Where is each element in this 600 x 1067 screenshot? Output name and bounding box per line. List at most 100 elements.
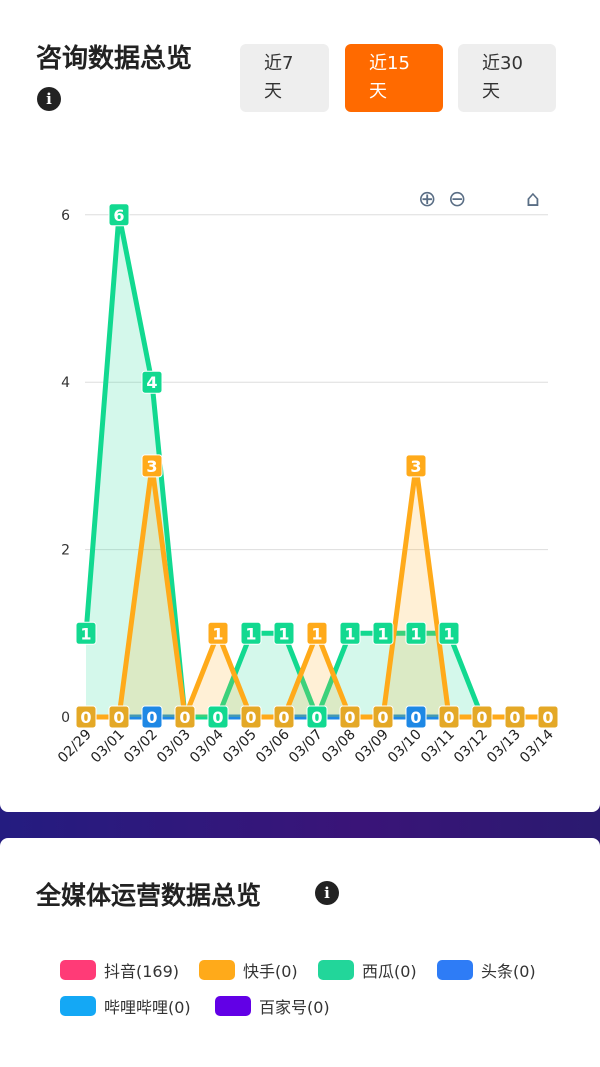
y-tick-label: 4 <box>61 375 70 391</box>
data-label-text: 0 <box>212 708 223 727</box>
x-tick-label: 03/01 <box>88 727 128 767</box>
data-label-text: 0 <box>278 708 289 727</box>
x-tick-label: 03/02 <box>121 727 161 767</box>
legend-swatch <box>60 960 96 980</box>
home-icon[interactable]: ⌂ <box>526 187 540 212</box>
data-label-text: 1 <box>278 624 289 643</box>
data-label <box>141 705 163 729</box>
range-15-button[interactable]: 近15 天 <box>345 44 443 112</box>
legend-label: 快手(0) <box>243 962 298 981</box>
data-label <box>372 705 394 729</box>
data-label-text: 0 <box>542 708 553 727</box>
data-label <box>75 705 97 729</box>
data-label <box>306 621 328 645</box>
legend-swatch <box>318 960 354 980</box>
y-tick-label: 0 <box>61 710 70 726</box>
data-label-text: 1 <box>377 624 388 643</box>
data-label <box>471 705 493 729</box>
legend-item[interactable]: 抖音(169) <box>60 958 179 982</box>
data-label-text: 1 <box>311 624 322 643</box>
data-label <box>306 705 328 729</box>
x-tick-label: 03/05 <box>220 727 260 767</box>
range-7-button[interactable]: 近7 天 <box>240 44 329 112</box>
x-tick-label: 03/13 <box>484 727 524 767</box>
data-label-text: 1 <box>410 624 421 643</box>
legend-label: 西瓜(0) <box>362 962 417 981</box>
data-label <box>504 705 526 729</box>
series-area <box>86 465 548 717</box>
y-tick-label: 2 <box>61 543 70 559</box>
data-label <box>141 454 163 478</box>
data-label <box>438 621 460 645</box>
legend-label: 抖音(169) <box>104 962 180 981</box>
data-label <box>207 705 229 729</box>
legend-swatch <box>437 960 473 980</box>
legend-label: 头条(0) <box>481 962 536 981</box>
data-label-text: 3 <box>410 457 421 476</box>
data-label-text: 6 <box>113 206 124 225</box>
zoom-in-icon[interactable]: ⊕ <box>418 187 437 212</box>
x-tick-label: 03/10 <box>385 727 425 767</box>
x-tick-label: 03/03 <box>154 727 194 767</box>
info-icon[interactable]: i <box>315 881 339 905</box>
data-label <box>405 705 427 729</box>
data-label <box>240 705 262 729</box>
data-label-text: 1 <box>212 624 223 643</box>
legend-swatch <box>60 996 96 1016</box>
data-label-text: 4 <box>146 373 157 392</box>
legend-item[interactable]: 哔哩哔哩(0) <box>60 994 191 1018</box>
data-label-text: 0 <box>377 708 388 727</box>
x-tick-label: 03/11 <box>418 727 458 767</box>
legend-item[interactable]: 头条(0) <box>437 958 536 982</box>
data-label-text: 1 <box>443 624 454 643</box>
data-label <box>405 454 427 478</box>
data-label <box>339 705 361 729</box>
legend-label: 哔哩哔哩(0) <box>104 998 191 1017</box>
data-label-text: 0 <box>146 708 157 727</box>
data-label-text: 0 <box>509 708 520 727</box>
data-label <box>405 621 427 645</box>
legend-label: 百家号(0) <box>259 998 330 1017</box>
range-30-button[interactable]: 近30 天 <box>458 44 556 112</box>
data-label-text: 0 <box>80 708 91 727</box>
legend-item[interactable]: 西瓜(0) <box>318 958 417 982</box>
info-icon[interactable]: i <box>37 87 61 111</box>
x-tick-label: 03/07 <box>286 727 326 767</box>
x-tick-label: 03/09 <box>352 727 392 767</box>
data-label-text: 0 <box>245 708 256 727</box>
data-label-text: 0 <box>443 708 454 727</box>
legend-swatch <box>199 960 235 980</box>
data-label-text: 0 <box>113 708 124 727</box>
x-tick-label: 03/12 <box>451 727 491 767</box>
data-label <box>141 370 163 394</box>
data-label <box>108 705 130 729</box>
data-label <box>537 705 559 729</box>
zoom-out-icon[interactable]: ⊖ <box>448 187 467 212</box>
y-tick-label: 6 <box>61 208 70 224</box>
data-label-text: 1 <box>344 624 355 643</box>
data-label-text: 3 <box>146 457 157 476</box>
legend-item[interactable]: 快手(0) <box>199 958 298 982</box>
data-label <box>438 705 460 729</box>
legend-item[interactable]: 百家号(0) <box>215 994 330 1018</box>
data-label <box>372 621 394 645</box>
data-label <box>339 621 361 645</box>
data-label-text: 0 <box>476 708 487 727</box>
data-label-text: 0 <box>179 708 190 727</box>
data-label-text: 0 <box>311 708 322 727</box>
x-tick-label: 02/29 <box>55 727 95 767</box>
x-tick-label: 03/06 <box>253 726 293 766</box>
data-label <box>273 705 295 729</box>
data-label <box>240 621 262 645</box>
data-label-text: 1 <box>80 624 91 643</box>
x-tick-label: 03/14 <box>517 726 557 766</box>
x-tick-label: 03/04 <box>187 726 227 766</box>
media-title: 全媒体运营数据总览 <box>36 881 262 910</box>
consult-card: 咨询数据总览 i 近7 天 近15 天 近30 天 ⊕ ⊖ ⌂ 0 2 4 6 1 6 4 1… <box>0 0 600 812</box>
data-label-text: 0 <box>344 708 355 727</box>
data-label <box>207 621 229 645</box>
media-card: 全媒体运营数据总览 i 抖音(169) 快手(0) 西瓜(0) 头条(0) 哔哩哔哩(0… <box>0 838 600 1067</box>
data-label <box>108 203 130 227</box>
data-label-text: 1 <box>245 624 256 643</box>
